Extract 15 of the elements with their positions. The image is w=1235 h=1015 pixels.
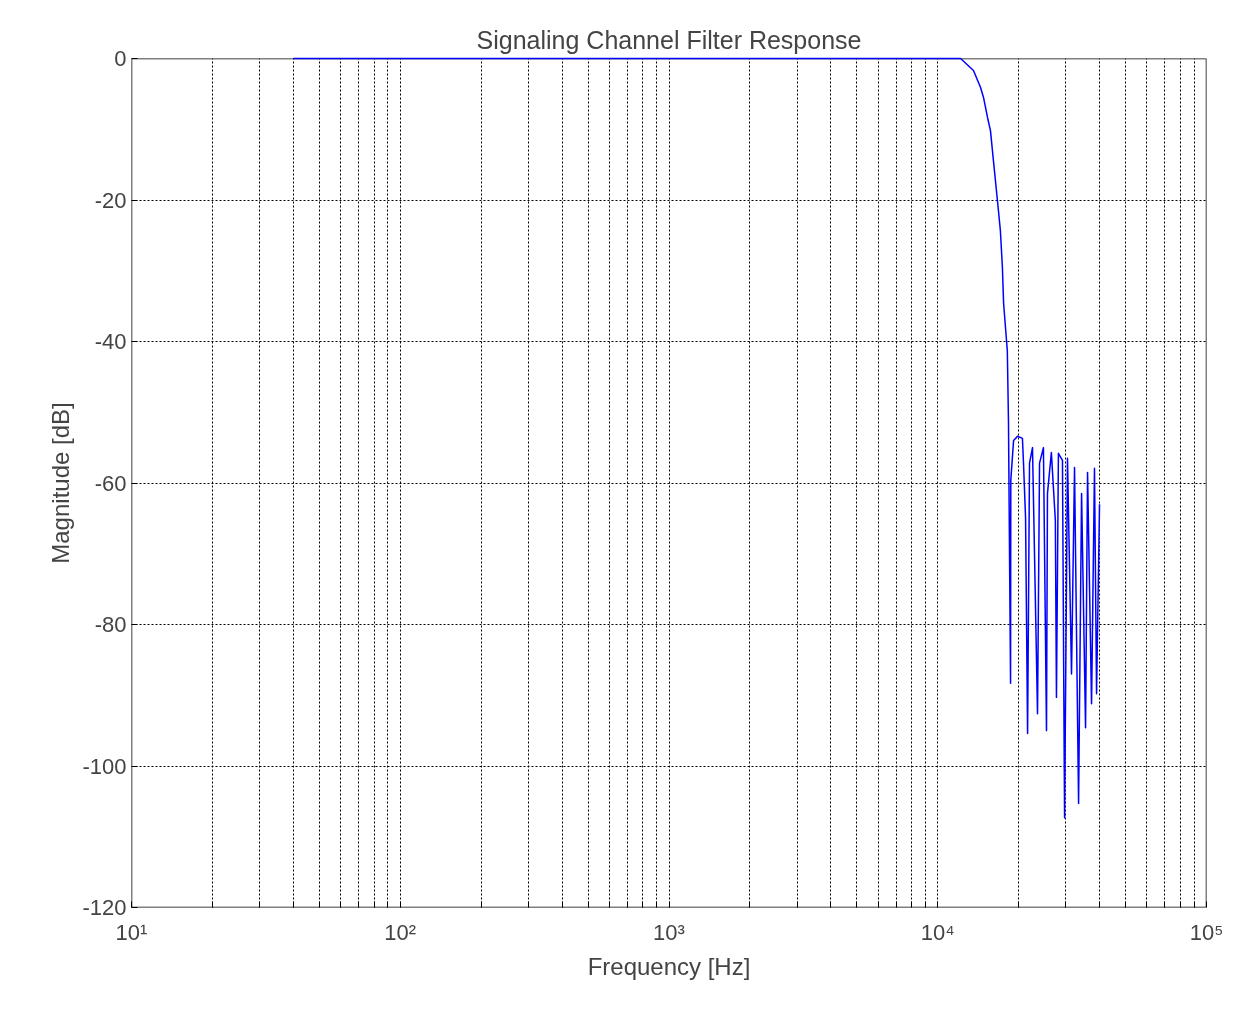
x-tick-label: 10² [384, 919, 417, 945]
x-tick-label: 10⁴ [920, 919, 955, 945]
y-axis-title: Magnitude [dB] [47, 402, 75, 564]
y-tick-label: -60 [94, 470, 127, 496]
y-tick-label: -40 [94, 329, 127, 354]
y-tick-label: -100 [82, 753, 127, 779]
y-tick-label: -120 [82, 895, 127, 920]
x-tick-label: 10¹ [115, 919, 148, 945]
y-tick-label: 0 [114, 46, 127, 71]
x-axis-title: Frequency [Hz] [587, 952, 751, 980]
x-tick-label: 10⁵ [1189, 919, 1224, 945]
y-tick-label: -80 [94, 612, 127, 637]
chart-title: Signaling Channel Filter Response [476, 25, 862, 54]
y-tick-label: -20 [94, 187, 127, 213]
x-tick-label: 10³ [653, 919, 685, 945]
